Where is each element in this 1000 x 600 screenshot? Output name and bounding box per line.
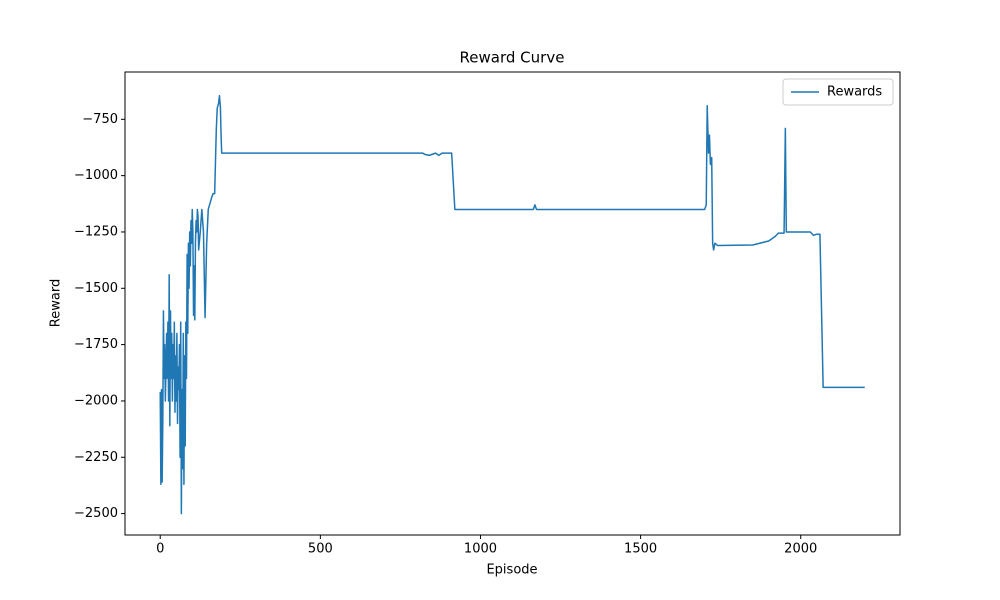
legend-label: Rewards	[827, 85, 882, 100]
line-series	[159, 94, 865, 515]
x-axis-label: Episode	[486, 563, 537, 578]
y-tick-label: −2250	[74, 450, 118, 465]
y-tick-label: −1750	[74, 337, 118, 352]
chart-title: Reward Curve	[460, 49, 565, 67]
plot-frame	[124, 71, 901, 536]
x-tick-label: 1500	[624, 542, 657, 557]
y-tick-label: −1500	[74, 281, 118, 296]
y-tick-label: −1250	[74, 224, 118, 239]
y-tick-label: −2500	[74, 506, 118, 521]
x-tick-label: 1000	[464, 542, 497, 557]
x-tick-label: 2000	[784, 542, 817, 557]
y-tick-label: −750	[82, 112, 118, 127]
x-tick-label: 500	[308, 542, 333, 557]
legend-box	[782, 78, 894, 106]
y-tick-label: −2000	[74, 393, 118, 408]
y-tick-label: −1000	[74, 168, 118, 183]
y-axis-label: Reward	[49, 279, 64, 327]
x-tick-label: 0	[156, 542, 164, 557]
